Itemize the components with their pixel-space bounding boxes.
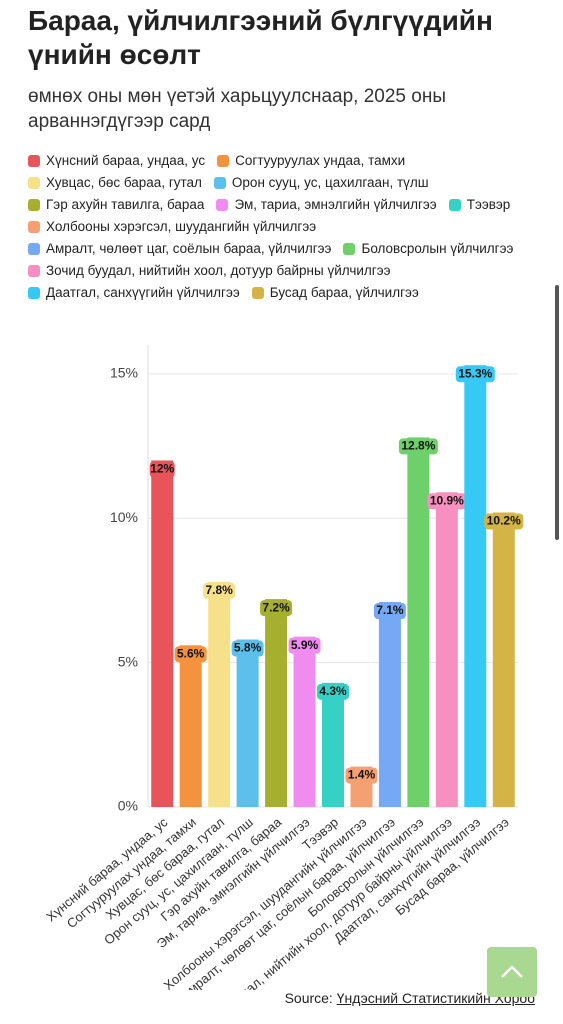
y-tick-label: 10% xyxy=(110,509,138,525)
value-label-bg xyxy=(484,513,524,530)
bar xyxy=(265,599,288,807)
value-label: 10.9% xyxy=(430,493,464,507)
bar xyxy=(208,581,231,807)
scrollbar[interactable] xyxy=(555,285,559,540)
legend-item: Хүнсний бараа, ундаа, ус xyxy=(28,150,205,172)
legend-item: Гэр ахуйн тавилга, бараа xyxy=(28,194,204,216)
value-label-bg xyxy=(203,582,236,599)
value-label: 7.8% xyxy=(205,583,233,597)
legend-label: Хувцас, бөс бараа, гутал xyxy=(46,175,202,190)
chart-subtitle: өмнөх оны мөн үетэй харьцуулснаар, 2025 … xyxy=(28,86,446,132)
value-label-bg xyxy=(398,438,438,455)
chevron-icon xyxy=(501,965,523,978)
bar xyxy=(407,437,430,807)
value-label: 5.8% xyxy=(234,641,262,655)
legend-swatch xyxy=(28,199,40,211)
legend-item: Орон сууц, ус, цахилгаан, түлш xyxy=(213,172,429,194)
legend-swatch xyxy=(28,177,40,189)
value-label: 5.6% xyxy=(177,646,205,660)
legend-label: Тээвэр xyxy=(466,197,511,212)
legend-label: Хүнсний бараа, ундаа, ус xyxy=(46,153,206,168)
legend-swatch xyxy=(28,221,40,233)
source-label: Source: xyxy=(284,990,333,1006)
legend-swatch xyxy=(448,199,461,211)
bar xyxy=(151,460,174,807)
legend-item: Боловсролын үйлчилгээ xyxy=(343,238,513,260)
value-label-bg xyxy=(345,767,378,784)
legend-item: Даатгал, санхүүгийн үйлчилгээ xyxy=(28,282,240,304)
value-label-bg xyxy=(231,640,264,657)
legend-swatch xyxy=(28,155,40,167)
legend-swatch xyxy=(28,287,40,299)
source: Source: Үндэсний Статистикийн Хороо xyxy=(285,990,535,1006)
legend-label: Холбооны хэрэгсэл, шуудангийн үйлчилгээ xyxy=(46,219,317,234)
bar xyxy=(378,601,401,807)
bar xyxy=(179,645,202,807)
legend-swatch xyxy=(217,155,230,167)
y-tick-label: 0% xyxy=(118,798,138,814)
value-label: 4.3% xyxy=(319,684,347,698)
value-label: 12.8% xyxy=(401,439,435,453)
legend-item: Согтууруулах ундаа, тамхи xyxy=(217,150,405,172)
value-label: 12% xyxy=(150,462,174,476)
legend-label: Зочид буудал, нийтийн хоол, дотуур байрн… xyxy=(46,263,391,278)
value-label: 1.4% xyxy=(348,768,376,782)
legend-label: Бусад бараа, үйлчилгээ xyxy=(269,285,419,300)
legend-label: Гэр ахуйн тавилга, бараа xyxy=(46,197,205,212)
value-label: 7.2% xyxy=(262,600,290,614)
legend-item: Холбооны хэрэгсэл, шуудангийн үйлчилгээ xyxy=(28,216,316,238)
value-label-bg xyxy=(317,683,349,700)
legend-swatch xyxy=(28,243,40,255)
bar xyxy=(435,492,458,807)
bar xyxy=(492,512,515,807)
y-tick-label: 5% xyxy=(118,653,138,669)
legend-label: Орон сууц, ус, цахилгаан, түлш xyxy=(231,175,429,190)
legend-label: Согтууруулах ундаа, тамхи xyxy=(235,153,406,168)
legend-item: Эм, тариа, эмнэлгийн үйлчилгээ xyxy=(216,194,437,216)
legend: Хүнсний бараа, ундаа, ус Согтууруулах унд… xyxy=(28,150,528,304)
chart: 0%5%10%15%12%Хүнсний бараа, ундаа, ус5.6… xyxy=(43,345,524,990)
value-label-bg xyxy=(455,366,495,383)
bar xyxy=(464,365,487,807)
scroll-to-top-button[interactable] xyxy=(487,947,537,997)
value-label-bg xyxy=(260,600,293,617)
value-label-bg xyxy=(373,602,406,619)
bar xyxy=(293,636,316,807)
legend-label: Амралт, чөлөөт цаг, соёлын бараа, үйлчил… xyxy=(46,241,332,256)
legend-label: Эм, тариа, эмнэлгийн үйлчилгээ xyxy=(234,197,437,212)
value-label-bg xyxy=(427,493,467,510)
value-label-bg xyxy=(288,637,321,654)
legend-label: Даатгал, санхүүгийн үйлчилгээ xyxy=(46,285,240,300)
value-label: 5.9% xyxy=(291,638,319,652)
legend-swatch xyxy=(343,243,356,255)
legend-item: Бусад бараа, үйлчилгээ xyxy=(251,282,419,304)
value-label-bg xyxy=(149,461,175,478)
y-tick-label: 15% xyxy=(110,365,138,381)
source-link[interactable]: Үндэсний Статистикийн Хороо xyxy=(336,990,535,1006)
chart-title: Бараа, үйлчилгээний бүлгүүдийн үнийн өсө… xyxy=(28,5,493,70)
value-label-bg xyxy=(174,646,207,663)
legend-item: Тээвэр xyxy=(448,194,511,216)
legend-swatch xyxy=(213,177,226,189)
legend-swatch xyxy=(28,265,40,277)
legend-item: Амралт, чөлөөт цаг, соёлын бараа, үйлчил… xyxy=(28,238,331,260)
value-label: 7.1% xyxy=(376,603,404,617)
legend-swatch xyxy=(251,287,264,299)
legend-item: Зочид буудал, нийтийн хоол, дотуур байрн… xyxy=(28,260,390,282)
legend-swatch xyxy=(216,199,229,211)
value-label: 15.3% xyxy=(458,366,492,380)
legend-item: Хувцас, бөс бараа, гутал xyxy=(28,172,202,194)
value-label: 10.2% xyxy=(487,514,521,528)
legend-label: Боловсролын үйлчилгээ xyxy=(361,241,514,256)
bar xyxy=(236,639,259,807)
bar xyxy=(322,682,344,807)
